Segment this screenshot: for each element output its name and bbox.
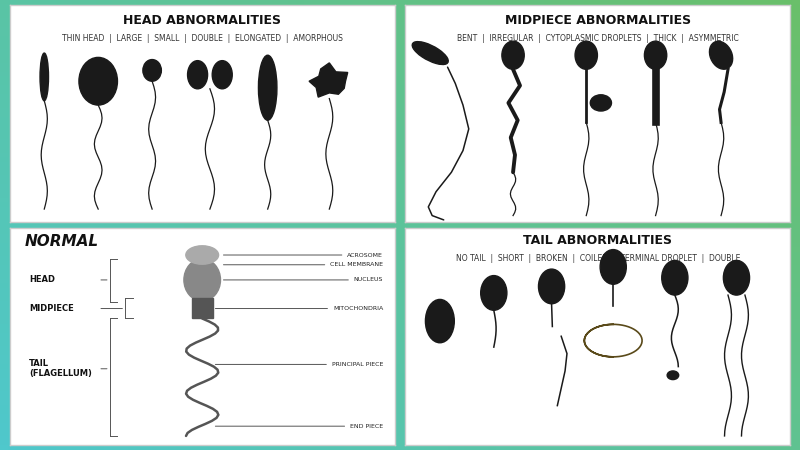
Ellipse shape <box>667 371 678 380</box>
Ellipse shape <box>79 58 118 105</box>
Text: HEAD: HEAD <box>29 275 55 284</box>
Text: BENT  |  IRREGULAR  |  CYTOPLASMIC DROPLETS  |  THICK  |  ASYMMETRIC: BENT | IRREGULAR | CYTOPLASMIC DROPLETS … <box>457 34 738 43</box>
Ellipse shape <box>187 61 207 89</box>
Ellipse shape <box>412 41 448 64</box>
Ellipse shape <box>186 246 218 264</box>
Ellipse shape <box>600 250 626 284</box>
Ellipse shape <box>502 41 524 69</box>
Polygon shape <box>309 63 348 97</box>
Text: PRINCIPAL PIECE: PRINCIPAL PIECE <box>215 362 383 367</box>
Ellipse shape <box>710 41 733 69</box>
Ellipse shape <box>723 261 750 295</box>
Text: END PIECE: END PIECE <box>215 424 383 429</box>
Ellipse shape <box>212 61 232 89</box>
Ellipse shape <box>481 275 507 310</box>
Ellipse shape <box>538 269 565 304</box>
Ellipse shape <box>184 259 221 301</box>
Ellipse shape <box>258 55 277 120</box>
Ellipse shape <box>143 59 162 81</box>
Text: TAIL ABNORMALITIES: TAIL ABNORMALITIES <box>523 234 672 248</box>
Text: NUCLEUS: NUCLEUS <box>223 278 383 283</box>
Ellipse shape <box>40 53 49 101</box>
Text: MITOCHONDRIA: MITOCHONDRIA <box>215 306 383 311</box>
Text: MIDPIECE ABNORMALITIES: MIDPIECE ABNORMALITIES <box>505 14 691 27</box>
Text: MIDPIECE: MIDPIECE <box>29 304 74 313</box>
Ellipse shape <box>426 299 454 343</box>
Text: HEAD ABNORMALITIES: HEAD ABNORMALITIES <box>123 14 282 27</box>
FancyBboxPatch shape <box>192 298 213 319</box>
Ellipse shape <box>575 41 598 69</box>
Text: TAIL
(FLAGELLUM): TAIL (FLAGELLUM) <box>29 359 92 378</box>
Ellipse shape <box>662 261 688 295</box>
Text: NO TAIL  |  SHORT  |  BROKEN  |  COILED  |  TERMINAL DROPLET  |  DOUBLE: NO TAIL | SHORT | BROKEN | COILED | TERM… <box>456 254 740 263</box>
Text: THIN HEAD  |  LARGE  |  SMALL  |  DOUBLE  |  ELONGATED  |  AMORPHOUS: THIN HEAD | LARGE | SMALL | DOUBLE | ELO… <box>62 34 342 43</box>
Ellipse shape <box>590 95 611 111</box>
Ellipse shape <box>645 41 666 69</box>
Text: CELL MEMBRANE: CELL MEMBRANE <box>223 262 383 267</box>
Text: NORMAL: NORMAL <box>25 234 99 249</box>
Text: ACROSOME: ACROSOME <box>223 252 383 257</box>
